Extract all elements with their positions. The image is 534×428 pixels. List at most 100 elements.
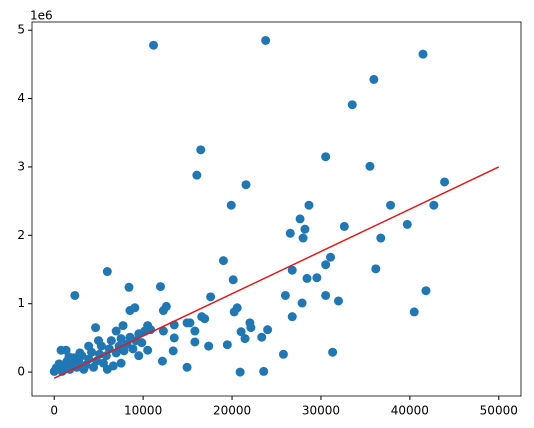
y-tick-label: 3 [17,159,25,173]
point [228,275,238,285]
point [226,200,236,210]
point [64,352,74,362]
point [102,364,112,374]
point [143,345,153,355]
point [328,347,338,357]
point [111,326,121,336]
point [169,333,179,343]
point [371,264,381,274]
point [61,345,71,355]
point [304,200,314,210]
point [143,321,153,331]
point [386,200,396,210]
point [369,74,379,84]
fit-line [53,166,500,379]
point [155,282,165,292]
point [339,221,349,231]
point [440,177,450,187]
point [94,336,104,346]
point [116,358,126,368]
point [287,312,297,322]
y-tick-label: 4 [17,91,25,105]
point [75,348,85,358]
point [182,318,192,328]
point [295,214,305,224]
point [182,362,192,372]
point [300,224,310,234]
x-tick-label: 50000 [480,404,518,418]
point [124,282,134,292]
point [222,340,232,350]
point [200,314,210,324]
point [235,367,245,377]
point [206,292,216,302]
point [134,351,144,361]
point [137,338,147,348]
point [158,306,168,316]
point [421,286,431,296]
point [365,161,375,171]
point [236,327,246,337]
point [168,346,178,356]
point [278,349,288,359]
point [190,326,200,336]
point [333,296,343,306]
point [302,273,312,283]
point [409,307,419,317]
point [285,228,295,238]
point [218,256,228,266]
x-tick-label: 40000 [391,404,429,418]
point [204,341,214,351]
point [263,325,273,335]
point [157,356,167,366]
point [229,307,239,317]
y-tick-label: 1 [17,296,25,310]
point [102,267,112,277]
plot-frame [31,21,522,397]
y-tick-label: 2 [17,228,25,242]
point [91,323,101,333]
point [321,260,331,270]
point [429,200,439,210]
point [402,219,412,229]
point [196,145,206,155]
point [111,348,121,358]
point [192,170,202,180]
point [149,40,159,50]
point [241,180,251,190]
point [70,290,80,300]
y-tick-label: 0 [17,365,25,379]
point [280,290,290,300]
point [158,326,168,336]
point [297,298,307,308]
point [84,341,94,351]
point [246,323,256,333]
point [321,290,331,300]
point [119,346,129,356]
point [190,337,200,347]
point [287,265,297,275]
point [418,49,428,59]
point [259,366,269,376]
point [106,336,116,346]
point [240,334,250,344]
x-tick-label: 20000 [213,404,251,418]
y-tick-label: 5 [17,23,25,37]
point [376,233,386,243]
x-tick-label: 10000 [124,404,162,418]
point [261,35,271,45]
point [312,273,322,283]
offset-label: 1e6 [30,9,53,23]
point [116,334,126,344]
x-tick-label: 30000 [302,404,340,418]
point [125,306,135,316]
point [298,233,308,243]
point [118,321,128,331]
point [257,332,267,342]
point [321,152,331,162]
point [94,349,104,359]
point [101,351,111,361]
x-tick-label: 0 [50,404,58,418]
